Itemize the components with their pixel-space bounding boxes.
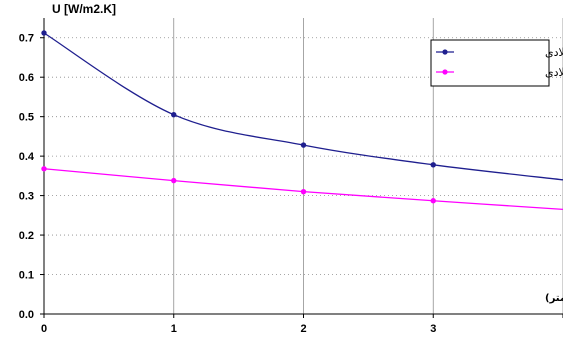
tick-labels: 0 1 2 3 0.0 0.1 0.2 0.3 0.4 0.5 0.6 0.7 <box>19 33 563 335</box>
x-tick-label: 0 <box>41 323 47 335</box>
data-point <box>171 177 177 184</box>
data-point <box>300 188 307 195</box>
y-tick-label: 0.1 <box>19 270 34 282</box>
series-group <box>41 30 563 211</box>
data-point <box>41 30 47 36</box>
legend-label: با وادار فولادی <box>545 46 563 59</box>
data-point <box>430 162 436 168</box>
legend-label: بدون وادار فولادی <box>545 66 563 79</box>
legend-swatch-marker <box>442 49 448 55</box>
y-tick-label: 0.5 <box>19 112 34 124</box>
legend-box <box>430 39 550 87</box>
y-tick-label: 0.4 <box>19 151 35 163</box>
x-tick-label: 1 <box>171 323 177 335</box>
y-tick-label: 0.0 <box>19 309 34 321</box>
y-tick-label: 0.6 <box>19 72 34 84</box>
y-tick-label: 0.3 <box>19 191 34 203</box>
x-tick-label: 2 <box>300 323 306 335</box>
y-axis-title: U [W/m2.K] <box>52 2 116 16</box>
data-point <box>430 198 436 204</box>
legend: با وادار فولادی بدون وادار فولادی <box>430 39 563 87</box>
data-point <box>171 111 177 118</box>
legend-swatch-marker <box>442 69 448 75</box>
x-tick-label: 3 <box>430 323 436 335</box>
y-tick-label: 0.2 <box>19 230 34 242</box>
x-axis-annotation: ضخامت عایق حرارتی تکمیلی (سانتیمتر) <box>545 293 563 304</box>
y-tick-label: 0.7 <box>19 33 34 45</box>
data-point <box>41 166 47 172</box>
data-point <box>300 142 307 148</box>
